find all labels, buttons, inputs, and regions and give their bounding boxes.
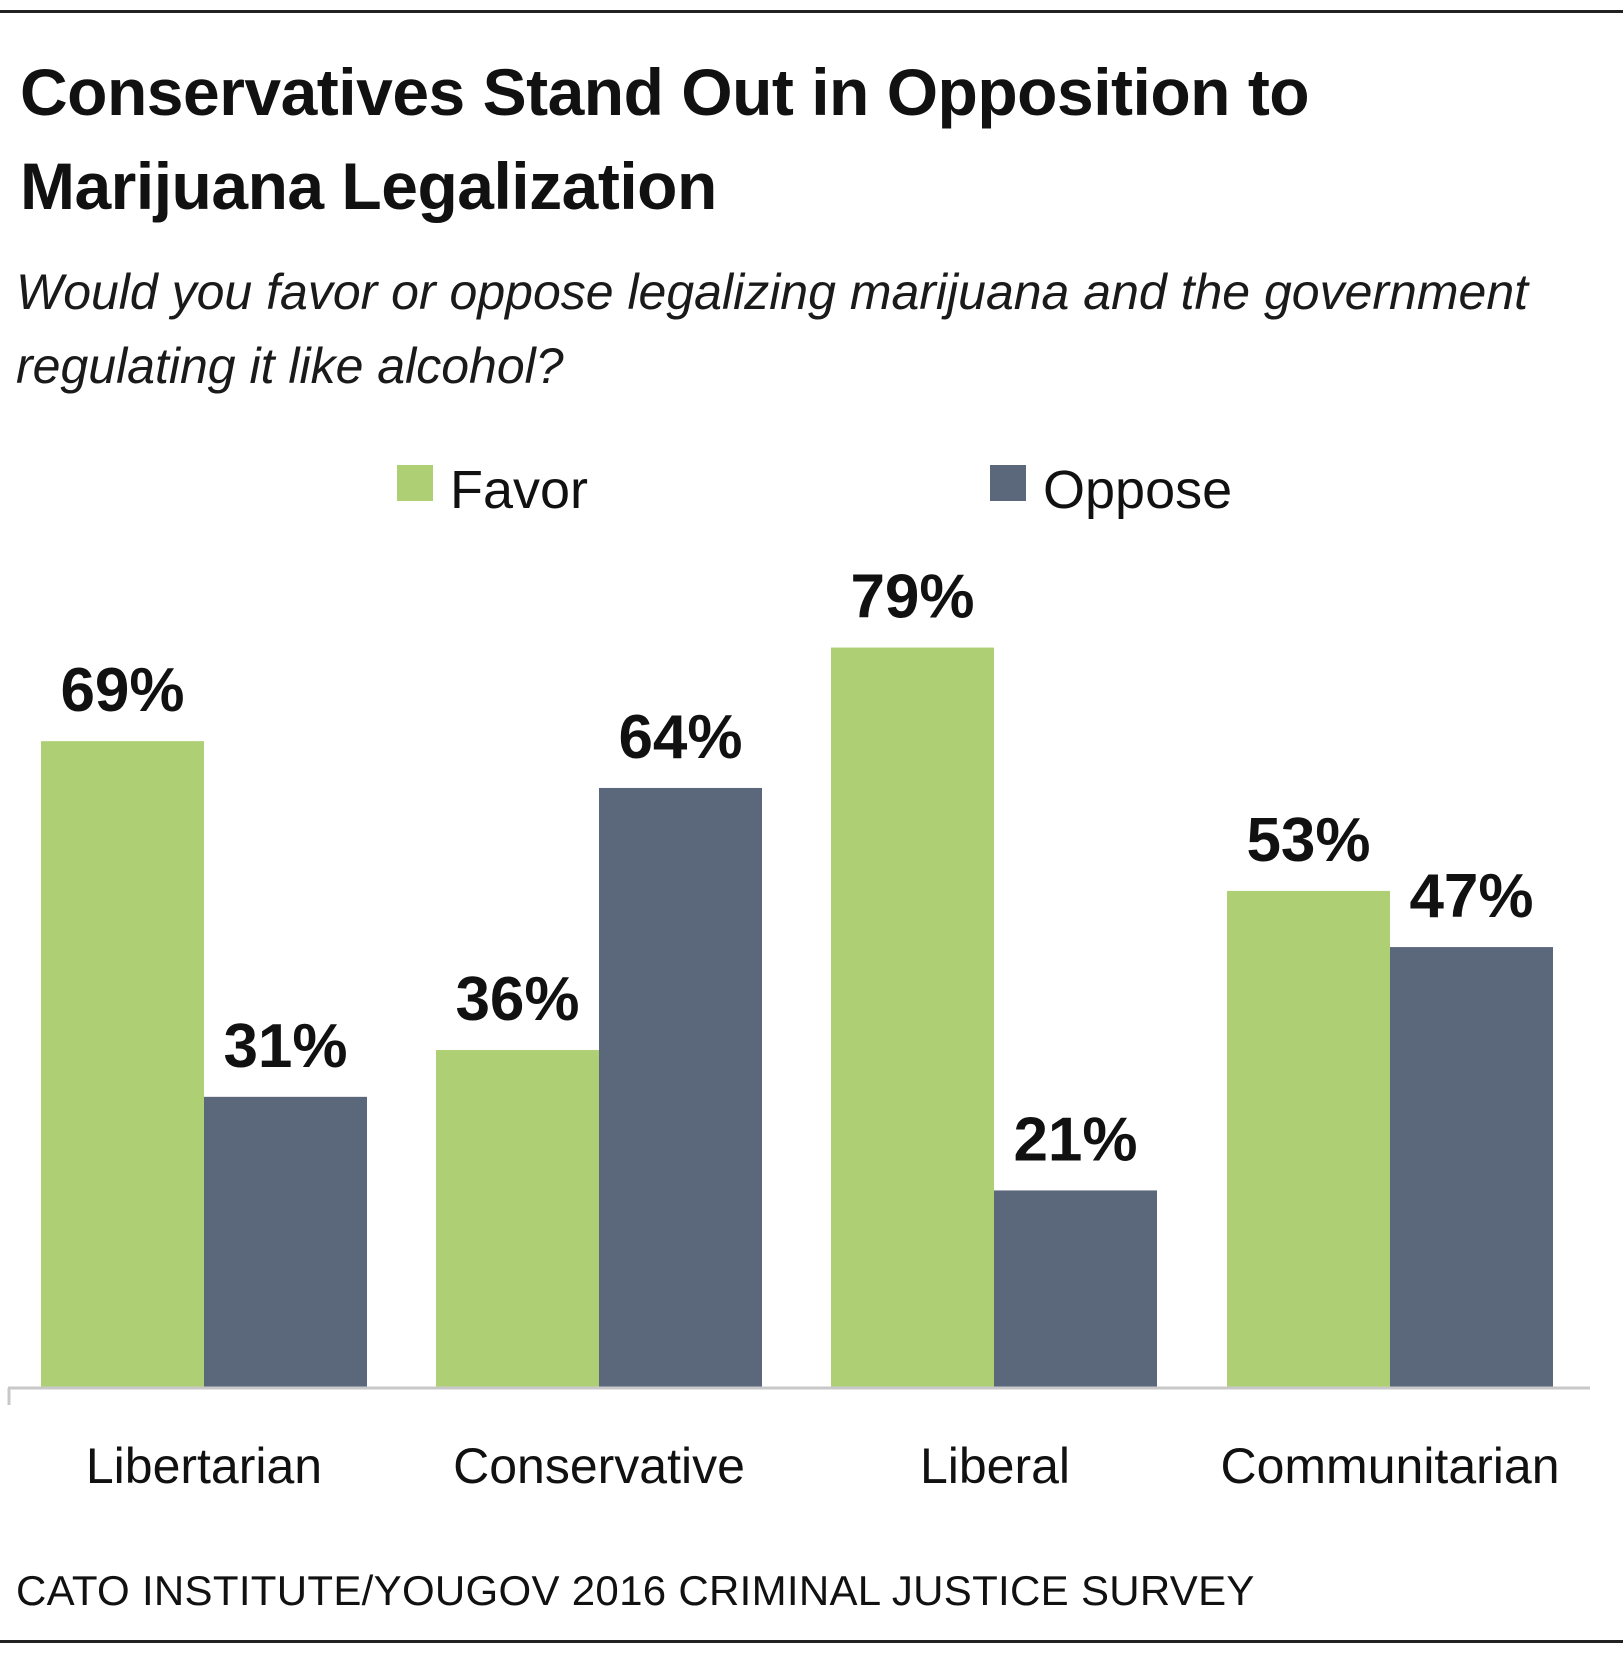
legend-swatch-oppose	[990, 465, 1026, 501]
data-label-oppose-libertarian: 31%	[223, 1012, 347, 1081]
chart-subtitle: Would you favor or oppose legalizing mar…	[16, 264, 1529, 394]
bar-favor-liberal	[831, 647, 994, 1387]
bar-favor-communitarian	[1227, 890, 1390, 1387]
data-label-favor-conservative: 36%	[455, 965, 579, 1034]
bar-favor-conservative	[436, 1050, 599, 1387]
data-label-favor-communitarian: 53%	[1246, 806, 1370, 875]
category-label-liberal: Liberal	[919, 1438, 1071, 1494]
category-label-conservative: Conservative	[453, 1438, 745, 1494]
category-label-communitarian: Communitarian	[1220, 1438, 1560, 1494]
top-rule	[0, 10, 1623, 13]
data-label-favor-liberal: 79%	[850, 563, 974, 632]
data-label-oppose-communitarian: 47%	[1409, 862, 1533, 931]
chart-title: Conservatives Stand Out in Opposition to…	[20, 55, 1310, 223]
bar-oppose-communitarian	[1390, 947, 1553, 1387]
data-label-favor-libertarian: 69%	[60, 656, 184, 725]
bar-oppose-liberal	[994, 1190, 1157, 1387]
source-note: CATO INSTITUTE/YOUGOV 2016 CRIMINAL JUST…	[16, 1567, 1255, 1614]
data-label-oppose-conservative: 64%	[618, 703, 742, 772]
legend-swatch-favor	[397, 465, 433, 501]
bar-oppose-conservative	[599, 787, 762, 1387]
legend-label-oppose: Oppose	[1043, 460, 1233, 520]
legend-label-favor: Favor	[450, 460, 589, 520]
data-label-oppose-liberal: 21%	[1013, 1105, 1137, 1174]
bottom-rule	[0, 1640, 1623, 1643]
category-label-libertarian: Libertarian	[85, 1438, 323, 1494]
bar-favor-libertarian	[41, 741, 204, 1387]
bar-oppose-libertarian	[204, 1096, 367, 1387]
